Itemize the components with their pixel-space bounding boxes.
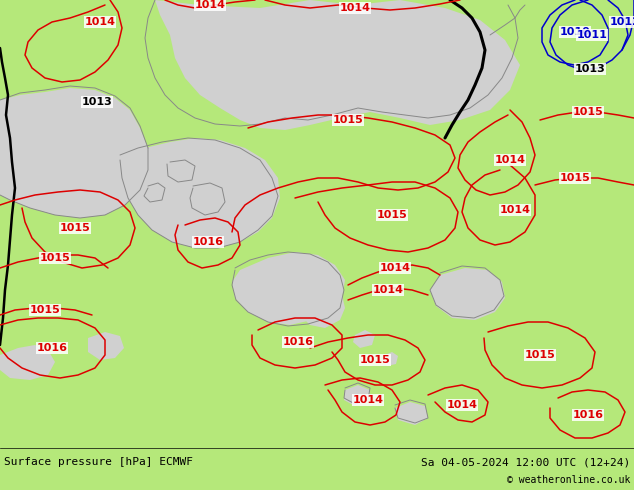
Text: 1015: 1015 [30, 305, 60, 315]
Polygon shape [353, 330, 375, 348]
Text: 1015: 1015 [560, 173, 590, 183]
Text: 1010: 1010 [560, 27, 590, 37]
Text: 1015: 1015 [359, 355, 391, 365]
Text: 1015: 1015 [333, 115, 363, 125]
Text: 1012: 1012 [609, 17, 634, 27]
Text: 1015: 1015 [39, 253, 70, 263]
Text: 1014: 1014 [353, 395, 384, 405]
Text: 1014: 1014 [339, 3, 370, 13]
Polygon shape [0, 345, 55, 380]
Polygon shape [395, 402, 428, 425]
Text: 1015: 1015 [524, 350, 555, 360]
Polygon shape [155, 0, 520, 130]
Polygon shape [88, 332, 124, 360]
Polygon shape [344, 385, 370, 406]
Polygon shape [382, 352, 398, 366]
Text: 1014: 1014 [500, 205, 531, 215]
Polygon shape [118, 138, 280, 248]
Text: 1014: 1014 [446, 400, 477, 410]
Text: © weatheronline.co.uk: © weatheronline.co.uk [507, 475, 630, 485]
Text: 1013: 1013 [575, 64, 605, 74]
Polygon shape [232, 252, 345, 325]
Text: 1016: 1016 [193, 237, 224, 247]
Text: Surface pressure [hPa] ECMWF: Surface pressure [hPa] ECMWF [4, 457, 193, 467]
Text: 1015: 1015 [573, 107, 604, 117]
Text: 1014: 1014 [380, 263, 410, 273]
Polygon shape [144, 185, 165, 202]
Text: 1011: 1011 [576, 30, 607, 40]
Polygon shape [330, 45, 390, 92]
Polygon shape [0, 88, 148, 218]
Text: 1014: 1014 [495, 155, 526, 165]
Text: 1014: 1014 [373, 285, 403, 295]
Text: Sa 04-05-2024 12:00 UTC (12+24): Sa 04-05-2024 12:00 UTC (12+24) [421, 457, 630, 467]
Text: 1016: 1016 [37, 343, 67, 353]
Text: 1015: 1015 [60, 223, 91, 233]
Polygon shape [190, 185, 225, 215]
Polygon shape [167, 162, 195, 184]
Polygon shape [298, 290, 345, 328]
Text: 1014: 1014 [195, 0, 226, 10]
Text: 1014: 1014 [84, 17, 115, 27]
Text: 1015: 1015 [377, 210, 408, 220]
Polygon shape [320, 18, 340, 36]
Text: 1013: 1013 [82, 97, 113, 107]
Text: 1016: 1016 [283, 337, 313, 347]
Text: 1016: 1016 [573, 410, 604, 420]
Polygon shape [430, 268, 505, 320]
